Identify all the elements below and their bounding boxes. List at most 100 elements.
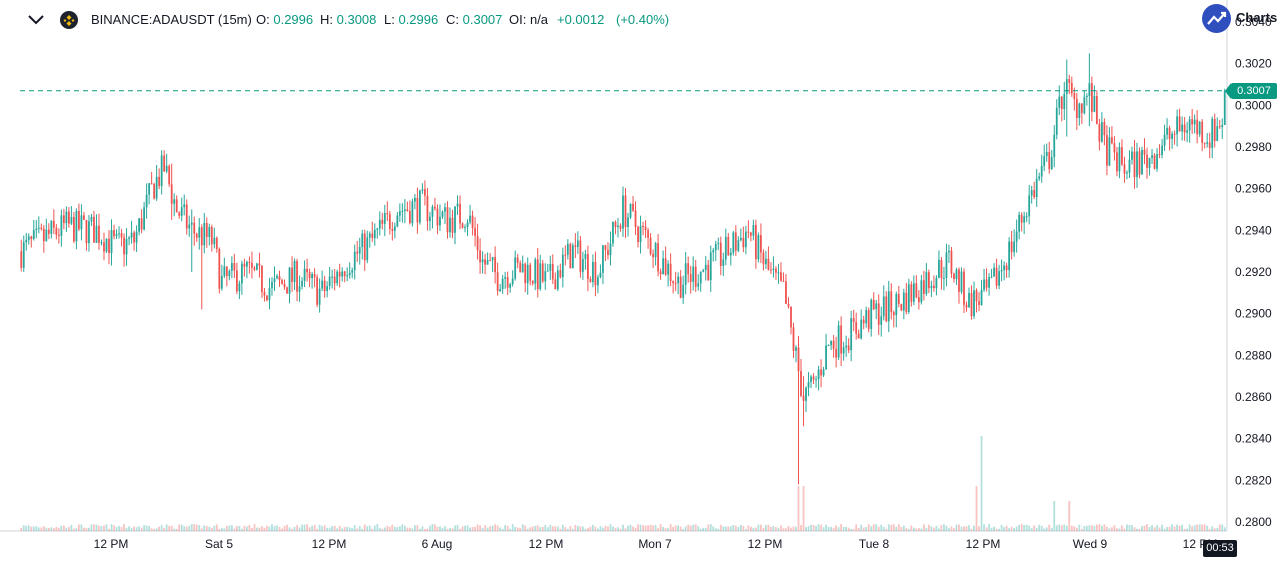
volume-bar [288, 527, 291, 531]
volume-bar [195, 524, 198, 531]
candle-body [1106, 135, 1108, 166]
candle-body [235, 270, 238, 292]
candle-body [602, 245, 604, 273]
volume-bar [123, 524, 125, 531]
candle-body [802, 395, 805, 401]
volume-bar [955, 524, 958, 531]
volume-bar [1148, 526, 1151, 531]
volume-bar [60, 525, 63, 531]
volume-bar [526, 528, 529, 531]
candle-body [118, 233, 120, 235]
volume-bar [689, 525, 692, 531]
volume-bar [246, 526, 248, 531]
candle-body [574, 245, 577, 247]
volume-bar [1173, 526, 1176, 531]
candle-body [1128, 159, 1131, 173]
volume-bar [852, 528, 855, 531]
candle-body [426, 195, 429, 222]
candle-body [1093, 95, 1096, 112]
volume-bar [1113, 525, 1116, 531]
candle-body [431, 206, 434, 217]
volume-bar [624, 528, 627, 531]
volume-bar [363, 524, 366, 531]
candle-body [669, 263, 672, 281]
candle-body [1213, 118, 1216, 142]
candle-body [393, 226, 396, 231]
volume-bar [263, 527, 266, 531]
volume-bar [867, 524, 870, 531]
volume-bar [953, 528, 955, 531]
volume-bar [682, 528, 685, 531]
volume-bar [125, 528, 128, 531]
y-tick-label: 0.3040 [1235, 15, 1272, 29]
candle-body [35, 228, 38, 231]
candle-body [331, 276, 334, 278]
candle-body [368, 233, 371, 238]
candle-body [1015, 231, 1018, 242]
volume-bar [266, 525, 268, 531]
candle-body [556, 270, 559, 290]
candle-body [782, 280, 785, 282]
x-tick-label: 12 PM [529, 537, 564, 551]
volume-bar [213, 525, 216, 531]
volume-bar [1116, 528, 1118, 531]
candle-body [408, 211, 411, 224]
low-label: L: [384, 12, 395, 27]
volume-bar [98, 525, 100, 531]
volume-bar [524, 525, 527, 531]
volume-bar [614, 527, 617, 531]
candle-body [1018, 214, 1021, 232]
volume-bar [697, 526, 700, 531]
y-tick-label: 0.2880 [1235, 348, 1272, 362]
volume-bar [233, 528, 236, 531]
candle-body [1103, 122, 1106, 136]
volume-bar [1063, 524, 1066, 531]
candle-body [822, 369, 825, 376]
candle-body [163, 155, 166, 172]
candle-body [1058, 96, 1061, 108]
volume-bar [1131, 525, 1133, 531]
volume-bar [657, 528, 660, 531]
candle-body [474, 228, 476, 236]
candle-body [143, 207, 146, 230]
candle-body [506, 277, 509, 288]
candle-body [421, 189, 424, 191]
candle-body [160, 155, 163, 187]
candle-body [1090, 83, 1093, 112]
volume-bar [406, 527, 409, 531]
candle-body [958, 269, 960, 292]
candle-body [807, 381, 810, 388]
chevron-down-icon[interactable] [26, 10, 46, 30]
volume-bar [1208, 528, 1211, 531]
binance-logo-icon [60, 11, 78, 29]
volume-bar [426, 528, 429, 531]
candle-body [233, 263, 236, 271]
candle-body [451, 217, 454, 233]
volume-bar [724, 526, 727, 531]
volume-bar [1223, 527, 1226, 531]
candle-body [592, 262, 594, 283]
candle-body [597, 277, 599, 286]
symbol-title[interactable]: BINANCE:ADAUSDT (15m) [91, 12, 252, 27]
candle-body [396, 215, 399, 227]
volume-bar [281, 528, 283, 531]
candle-body [915, 283, 918, 298]
candle-body [193, 222, 196, 234]
volume-bar [594, 526, 597, 531]
volume-bar [659, 524, 662, 531]
volume-bar [499, 527, 502, 531]
candle-body [1218, 126, 1221, 128]
candle-body [963, 271, 965, 305]
volume-bar [634, 527, 637, 531]
volume-bar [80, 524, 83, 531]
volume-bar [113, 525, 115, 531]
candle-body [875, 303, 878, 310]
candle-body [584, 254, 587, 260]
candle-body [1151, 155, 1153, 159]
candle-body [358, 247, 361, 254]
trend-up-icon[interactable] [1202, 4, 1231, 33]
y-tick-label: 0.2980 [1235, 140, 1272, 154]
volume-bar [398, 526, 401, 531]
candle-body [531, 280, 534, 284]
